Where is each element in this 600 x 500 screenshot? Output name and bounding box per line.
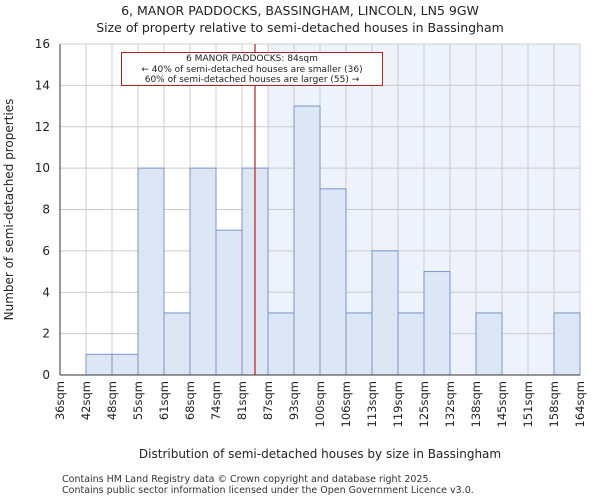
x-tick-label: 151sqm [521,381,535,427]
bar [397,312,425,376]
bar [189,167,217,376]
x-tick-label: 145sqm [495,381,509,427]
bar [111,353,139,376]
annotation-line-3: 60% of semi-detached houses are larger (… [144,75,360,85]
y-axis-label: Number of semi-detached properties [2,99,16,321]
y-tick-label: 16 [35,37,50,51]
x-tick-label: 68sqm [183,381,197,420]
bar [267,312,295,376]
x-tick-label: 81sqm [235,381,249,420]
x-tick-label: 48sqm [105,381,119,420]
x-tick-label: 113sqm [365,381,379,427]
bar [371,250,399,376]
x-tick-label: 36sqm [53,381,67,420]
x-tick-label: 61sqm [157,381,171,420]
x-tick-label: 164sqm [573,381,587,427]
y-tick-label: 4 [42,285,50,299]
footer-line-2: Contains public sector information licen… [62,485,474,496]
x-tick-label: 106sqm [339,381,353,427]
x-tick-label: 55sqm [131,381,145,420]
x-axis-label: Distribution of semi-detached houses by … [139,447,501,461]
bar [423,271,451,376]
y-tick-label: 0 [42,368,50,382]
annotation-line-2: ← 40% of semi-detached houses are smalle… [141,64,363,75]
bar [345,312,373,376]
bar [475,312,503,376]
chart-subtitle: Size of property relative to semi-detach… [96,20,504,35]
x-tick-label: 125sqm [417,381,431,427]
y-tick-label: 8 [42,203,50,217]
x-tick-label: 138sqm [469,381,483,427]
bar [85,353,113,376]
bar [163,312,191,376]
bar [319,188,347,376]
bar [293,105,321,376]
x-tick-label: 74sqm [209,381,223,420]
bar [137,167,165,376]
x-tick-label: 87sqm [261,381,275,420]
x-tick-label: 158sqm [547,381,561,427]
bar [215,229,243,376]
x-tick-label: 93sqm [287,381,301,420]
bar [553,312,581,376]
y-tick-label: 12 [35,120,50,134]
annotation-box: 6 MANOR PADDOCKS: 84sqm ← 40% of semi-de… [121,52,383,86]
footer-line-1: Contains HM Land Registry data © Crown c… [62,474,432,485]
y-tick-label: 10 [35,161,50,175]
y-tick-label: 14 [35,78,50,92]
annotation-line-1: 6 MANOR PADDOCKS: 84sqm [186,54,318,64]
y-tick-label: 2 [42,327,50,341]
x-tick-label: 132sqm [443,381,457,427]
x-tick-label: 119sqm [391,381,405,427]
chart-title: 6, MANOR PADDOCKS, BASSINGHAM, LINCOLN, … [121,3,479,18]
x-tick-label: 100sqm [313,381,327,427]
y-tick-label: 6 [42,244,50,258]
x-tick-label: 42sqm [79,381,93,420]
